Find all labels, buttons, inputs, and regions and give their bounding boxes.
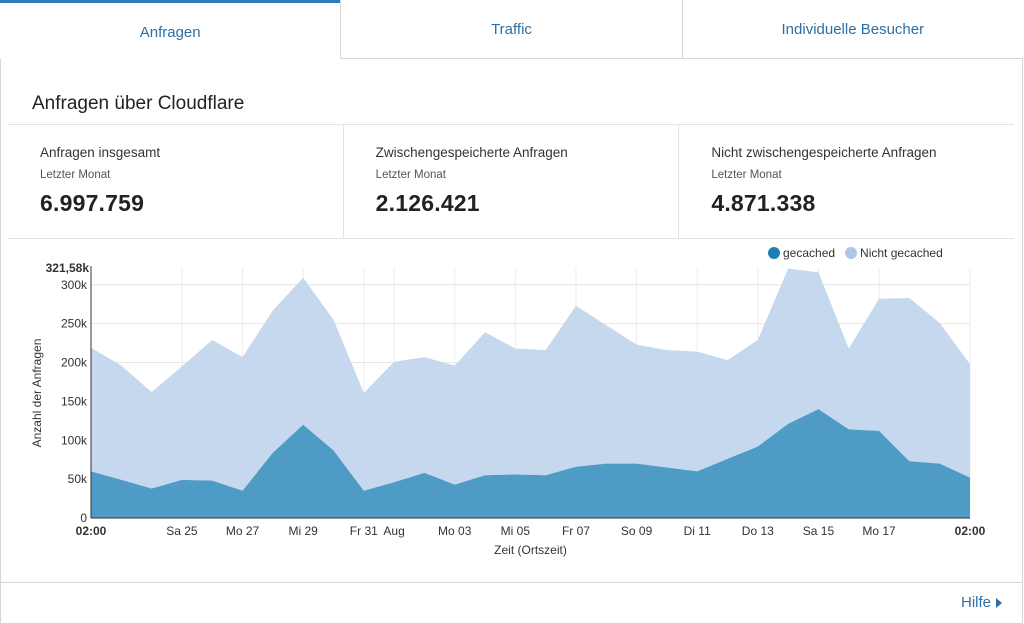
y-max-label: 321,58k xyxy=(46,261,90,275)
section-title-prefix: Anfragen über xyxy=(32,93,158,114)
y-tick-label: 150k xyxy=(61,394,88,408)
stats-row: Anfragen insgesamt Letzter Monat 6.997.7… xyxy=(8,124,1014,239)
series-area-nicht-gecached xyxy=(91,268,970,491)
y-tick-label: 300k xyxy=(61,278,88,292)
x-tick-label: Fr 07 xyxy=(562,524,590,538)
x-tick-label: 02:00 xyxy=(955,524,986,538)
chart-container: 0 50k 100k 150k 200k 250k 300k 321,58k 02:00 Sa 2… xyxy=(0,240,1023,570)
x-tick-label: Mo 17 xyxy=(862,524,896,538)
footer-divider xyxy=(0,582,1023,583)
stat-period: Letzter Monat xyxy=(40,169,111,181)
stat-uncached-requests: Nicht zwischengespeicherte Anfragen Letz… xyxy=(678,125,1014,238)
tab-bar: Anfragen Traffic Individuelle Besucher xyxy=(0,0,1023,59)
requests-area-chart: 0 50k 100k 150k 200k 250k 300k 321,58k 02:00 Sa 2… xyxy=(30,261,986,557)
legend-dot-cached xyxy=(768,247,780,259)
y-tick-label: 200k xyxy=(61,356,88,370)
section-title-brand: Cloudflare xyxy=(157,93,245,114)
x-tick-label: Mo 27 xyxy=(226,524,260,538)
legend-item-uncached[interactable]: Nicht gecached xyxy=(845,246,943,260)
legend-label-cached: gecached xyxy=(783,246,836,260)
chart-legend: gecached Nicht gecached xyxy=(768,246,953,260)
help-link[interactable]: Hilfe xyxy=(961,594,1002,611)
y-tick-label: 100k xyxy=(61,433,88,447)
y-axis-title: Anzahl der Anfragen xyxy=(30,339,44,448)
x-tick-label: Sa 25 xyxy=(166,524,198,538)
stat-period: Letzter Monat xyxy=(711,169,782,181)
caret-right-icon xyxy=(996,597,1002,608)
x-tick-label: Do 13 xyxy=(742,524,774,538)
x-tick-label: Mo 03 xyxy=(438,524,472,538)
x-axis-title: Zeit (Ortszeit) xyxy=(494,543,567,557)
x-tick-label: So 09 xyxy=(621,524,653,538)
stat-cached-requests: Zwischengespeicherte Anfragen Letzter Mo… xyxy=(342,125,679,238)
y-tick-label: 50k xyxy=(68,472,88,486)
legend-dot-uncached xyxy=(845,247,858,259)
y-tick-label: 0 xyxy=(80,511,87,525)
x-tick-label: Di 11 xyxy=(684,524,711,538)
stat-value: 4.871.338 xyxy=(711,190,816,216)
stat-period: Letzter Monat xyxy=(375,169,446,181)
legend-item-cached[interactable]: gecached xyxy=(768,246,835,260)
x-tick-label: 02:00 xyxy=(76,524,107,538)
x-tick-label: Fr 31 xyxy=(350,524,378,538)
tab-anfragen[interactable]: Anfragen xyxy=(0,0,341,59)
tab-traffic[interactable]: Traffic xyxy=(340,0,682,59)
x-tick-label: Mi 05 xyxy=(501,524,531,538)
stat-value: 2.126.421 xyxy=(375,190,480,216)
series-area-gecached xyxy=(91,409,970,518)
stat-value: 6.997.759 xyxy=(40,190,145,216)
legend-label-uncached: Nicht gecached xyxy=(860,246,943,260)
help-label: Hilfe xyxy=(960,594,991,611)
stat-label: Anfragen insgesamt xyxy=(40,145,161,160)
stat-label: Nicht zwischengespeicherte Anfragen xyxy=(711,145,937,160)
stat-total-requests: Anfragen insgesamt Letzter Monat 6.997.7… xyxy=(8,125,343,238)
tab-individuelle-besucher[interactable]: Individuelle Besucher xyxy=(681,0,1023,59)
y-tick-label: 250k xyxy=(61,317,88,331)
x-tick-label: Mi 29 xyxy=(289,524,319,538)
x-tick-label: Sa 15 xyxy=(803,524,835,538)
stat-label: Zwischengespeicherte Anfragen xyxy=(375,145,568,160)
x-tick-label: Aug xyxy=(383,524,404,538)
section-title: Anfragen über Cloudflare xyxy=(32,93,244,115)
